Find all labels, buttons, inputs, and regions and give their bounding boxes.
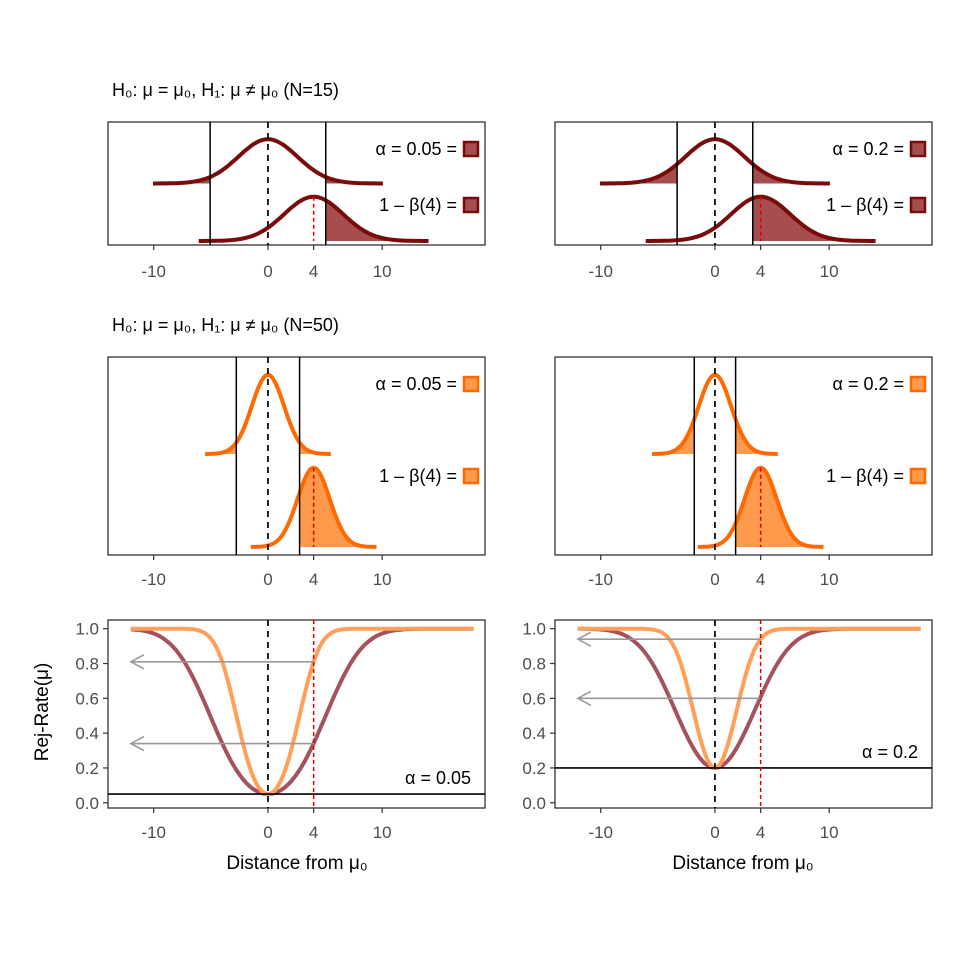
power-legend-key: [462, 467, 480, 485]
x-tick-label: 4: [309, 262, 318, 281]
y-axis-title: Rej-Rate(μ): [32, 663, 53, 762]
x-tick-label: -10: [588, 262, 613, 281]
x-tick-label: 0: [710, 262, 719, 281]
y-tick-label: 0.2: [75, 759, 99, 778]
power-legend-label: 1 – β(4) =: [826, 466, 904, 486]
alpha-legend-label: α = 0.2 =: [833, 374, 904, 394]
alt-distribution-curve: [645, 194, 876, 243]
row-title-n15: H₀: μ = μ₀, H₁: μ ≠ μ₀ (N=15): [112, 80, 339, 100]
power-legend-key: [909, 467, 927, 485]
x-tick-label: -10: [141, 570, 166, 589]
alpha-legend-label: α = 0.05 =: [376, 374, 457, 394]
x-tick-label: -10: [141, 262, 166, 281]
power-legend-key: [462, 196, 480, 214]
null-distribution-curve: [652, 372, 778, 456]
power-panel-alpha005: α = 0.05 0.0 0.2 0.4 0.6 0.8 1.0 -10 0 4 10: [75, 619, 486, 842]
y-tick-label: 1.0: [75, 620, 99, 639]
x-tick-label: 0: [710, 570, 719, 589]
arrow-head: [129, 735, 145, 752]
x-tick-label: 10: [373, 823, 392, 842]
x-tick-label: 0: [263, 823, 272, 842]
panel-frame: [107, 356, 486, 556]
x-axis-title-left: Distance from μ₀: [226, 853, 367, 874]
x-tick-label: 10: [373, 570, 392, 589]
x-tick-label: 0: [710, 823, 719, 842]
x-tick-label: 4: [309, 570, 318, 589]
x-tick-label: 10: [820, 823, 839, 842]
null-distribution-curve: [153, 137, 383, 186]
x-tick-label: 0: [263, 262, 272, 281]
alpha-legend-key: [462, 375, 480, 393]
x-tick-label: 4: [756, 262, 765, 281]
null-rejection-left: [652, 419, 695, 454]
alpha-legend-key: [909, 140, 927, 158]
arrow-head: [576, 690, 592, 707]
power-curve: [130, 626, 474, 797]
null-distribution-curve: [205, 372, 331, 456]
arrow-head: [576, 631, 592, 647]
power-curve: [577, 626, 921, 771]
x-tick-label: -10: [588, 570, 613, 589]
panel-n15-alpha02: α = 0.2 = 1 – β(4) = -10 0 4 10: [554, 121, 933, 281]
y-tick-label: 0.6: [75, 689, 99, 708]
y-tick-label: 0.0: [522, 794, 546, 813]
alpha-legend-key: [462, 140, 480, 158]
panel-frame: [554, 619, 933, 809]
x-tick-label: 4: [756, 570, 765, 589]
y-tick-label: 0.4: [522, 724, 546, 743]
power-region: [299, 467, 377, 547]
panel-n15-alpha005: α = 0.05 = 1 – β(4) = -10 0 4 10: [107, 121, 486, 281]
power-legend-label: 1 – β(4) =: [826, 195, 904, 215]
alpha-label: α = 0.2: [862, 742, 918, 762]
y-tick-label: 1.0: [522, 620, 546, 639]
x-tick-label: 4: [756, 823, 765, 842]
power-region: [325, 200, 429, 241]
x-tick-label: 10: [820, 262, 839, 281]
alpha-legend-label: α = 0.2 =: [833, 139, 904, 159]
x-tick-label: -10: [588, 823, 613, 842]
power-legend-key: [909, 196, 927, 214]
y-tick-label: 0.4: [75, 724, 99, 743]
power-panel-alpha02: α = 0.2 0.0 0.2 0.4 0.6 0.8 1.0 -10 0 4 10: [522, 619, 933, 842]
power-region: [752, 196, 876, 241]
alpha-label: α = 0.05: [405, 768, 471, 788]
y-tick-label: 0.8: [75, 655, 99, 674]
y-tick-label: 0.2: [522, 759, 546, 778]
alpha-legend-key: [909, 375, 927, 393]
null-rejection-right: [735, 419, 778, 454]
x-tick-label: 10: [820, 570, 839, 589]
arrow-head: [129, 654, 145, 670]
alt-distribution-curve: [198, 194, 429, 243]
x-tick-label: 10: [373, 262, 392, 281]
x-tick-label: 4: [309, 823, 318, 842]
panel-n50-alpha02: α = 0.2 = 1 – β(4) = -10 0 4 10: [554, 356, 933, 589]
y-axis-title-group: Rej-Rate(μ): [32, 663, 53, 762]
power-legend-label: 1 – β(4) =: [379, 466, 457, 486]
null-distribution-curve: [600, 137, 830, 186]
power-legend-label: 1 – β(4) =: [379, 195, 457, 215]
y-tick-label: 0.6: [522, 689, 546, 708]
y-tick-label: 0.0: [75, 794, 99, 813]
row-title-n50: H₀: μ = μ₀, H₁: μ ≠ μ₀ (N=50): [112, 315, 339, 335]
y-tick-label: 0.8: [522, 655, 546, 674]
x-tick-label: 0: [263, 570, 272, 589]
panel-n50-alpha005: α = 0.05 = 1 – β(4) = -10 0 4 10: [107, 356, 486, 589]
alpha-legend-label: α = 0.05 =: [376, 139, 457, 159]
x-tick-label: -10: [141, 823, 166, 842]
x-axis-title-right: Distance from μ₀: [672, 853, 813, 874]
